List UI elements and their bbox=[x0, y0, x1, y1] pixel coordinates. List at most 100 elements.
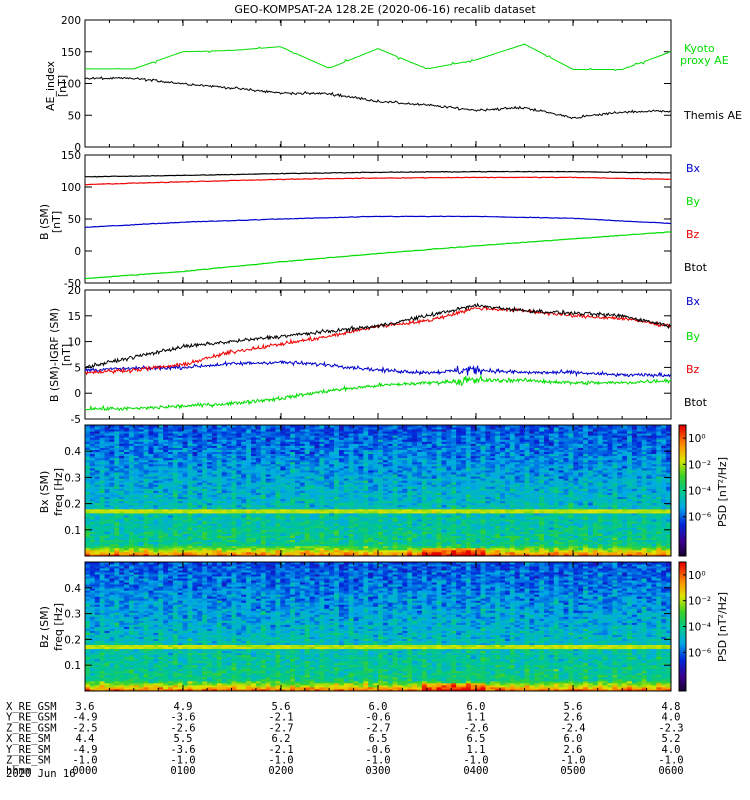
specx-cell bbox=[338, 457, 345, 461]
specx-cell bbox=[265, 498, 271, 502]
specx-cell bbox=[143, 433, 149, 436]
specx-cell bbox=[246, 488, 252, 491]
specx-cell bbox=[353, 506, 359, 510]
specx-cell bbox=[255, 429, 262, 432]
specx-cell bbox=[94, 453, 101, 457]
specx-cell bbox=[168, 504, 174, 508]
specx-cell bbox=[353, 517, 359, 520]
specx-cell bbox=[172, 519, 179, 522]
specx-cell bbox=[353, 445, 359, 448]
specx-cell bbox=[260, 463, 267, 467]
specx-cell bbox=[143, 541, 149, 545]
specx-cell bbox=[329, 502, 335, 506]
specx-cell bbox=[207, 447, 213, 450]
specx-cell bbox=[226, 445, 232, 448]
specx-cell bbox=[192, 498, 198, 502]
specx-cell bbox=[192, 437, 198, 440]
specx-cell bbox=[119, 517, 125, 520]
specx-cell bbox=[187, 488, 193, 491]
specx-cell bbox=[104, 523, 110, 526]
specx-cell bbox=[309, 535, 315, 538]
specx-cell bbox=[163, 551, 169, 555]
specx-cell bbox=[143, 519, 149, 522]
specx-cell bbox=[353, 488, 359, 491]
specx-cell bbox=[251, 502, 257, 506]
specx-cell bbox=[138, 537, 144, 541]
specx-cell bbox=[197, 478, 203, 481]
specx-cell bbox=[294, 453, 301, 457]
specx-cell bbox=[114, 500, 120, 504]
specx-cell bbox=[251, 510, 257, 514]
specx-cell bbox=[158, 447, 164, 450]
specx-cell bbox=[133, 531, 140, 534]
specx-cell bbox=[241, 525, 247, 528]
specx-cell bbox=[182, 441, 188, 444]
specx-cell bbox=[265, 508, 271, 512]
specx-cell bbox=[343, 461, 350, 465]
specx-cell bbox=[143, 439, 149, 442]
specx-cell bbox=[334, 508, 340, 512]
specx-cell bbox=[109, 529, 115, 532]
specx-cell bbox=[104, 482, 110, 485]
specx-cell bbox=[197, 531, 203, 534]
specx-cell bbox=[133, 496, 140, 500]
specx-cell bbox=[324, 474, 330, 477]
specx-cell bbox=[358, 459, 364, 463]
specx-cell bbox=[85, 445, 91, 448]
specx-cell bbox=[182, 496, 188, 500]
specx-cell bbox=[241, 533, 247, 536]
specx-cell bbox=[348, 531, 354, 534]
specx-cell bbox=[168, 427, 174, 430]
specx-cell bbox=[211, 435, 218, 438]
specx-cell bbox=[255, 510, 262, 514]
specx-cell bbox=[299, 449, 306, 453]
specx-cell bbox=[172, 467, 179, 471]
specx-cell bbox=[172, 549, 179, 553]
specx-cell bbox=[207, 437, 213, 440]
specx-cell bbox=[172, 439, 179, 442]
specx-cell bbox=[128, 480, 135, 483]
specx-cell bbox=[246, 478, 252, 481]
specx-cell bbox=[143, 461, 149, 465]
bsm-series-by bbox=[84, 231, 672, 280]
specx-cell bbox=[197, 549, 203, 553]
specx-cell bbox=[260, 490, 267, 493]
specx-cell bbox=[148, 484, 154, 487]
specx-cell bbox=[104, 506, 110, 510]
specx-cell bbox=[128, 461, 135, 465]
specx-cell bbox=[314, 535, 320, 538]
specx-cell bbox=[358, 472, 364, 475]
specx-cell bbox=[114, 506, 120, 510]
specx-cell bbox=[124, 547, 130, 551]
specx-cell bbox=[334, 545, 340, 549]
specx-cell bbox=[148, 472, 154, 475]
specx-cell bbox=[94, 519, 101, 522]
specx-cell bbox=[172, 437, 179, 440]
specx-cell bbox=[236, 470, 242, 473]
specx-cell bbox=[314, 533, 320, 536]
specx-cell bbox=[236, 488, 242, 491]
specx-cell bbox=[294, 476, 301, 479]
specx-cell bbox=[265, 545, 271, 549]
specx-cell bbox=[114, 467, 120, 471]
specx-cell bbox=[304, 537, 311, 541]
specx-cell bbox=[290, 541, 296, 545]
specx-cell bbox=[148, 498, 154, 502]
specx-cell bbox=[211, 504, 218, 508]
specx-cell bbox=[124, 447, 130, 450]
specx-cell bbox=[304, 480, 311, 483]
specx-cell bbox=[363, 510, 369, 514]
specx-cell bbox=[148, 541, 154, 545]
specx-cell bbox=[280, 476, 286, 479]
specx-cell bbox=[221, 508, 228, 512]
specx-cell bbox=[207, 439, 213, 442]
specx-cell bbox=[143, 484, 149, 487]
specx-cell bbox=[299, 521, 306, 524]
specx-cell bbox=[99, 510, 105, 514]
specx-cell bbox=[275, 431, 281, 434]
specx-cell bbox=[158, 510, 164, 514]
specx-cell bbox=[304, 513, 311, 516]
specx-cell bbox=[163, 492, 169, 495]
specx-cell bbox=[324, 515, 330, 518]
specx-cell bbox=[246, 447, 252, 450]
